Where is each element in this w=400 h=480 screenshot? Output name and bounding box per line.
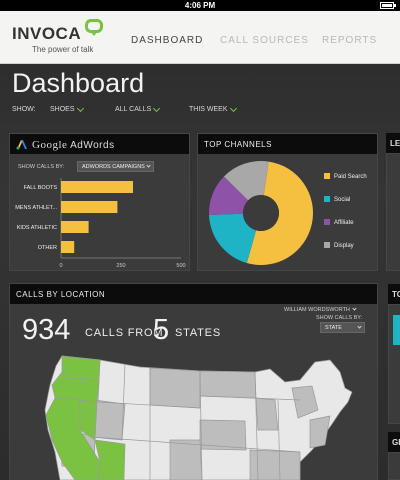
adwords-bar	[61, 181, 133, 193]
adwords-bar-label: OTHER	[38, 245, 57, 251]
side-panel-1-header: LE	[386, 133, 400, 153]
calls-by-location-panel: CALLS BY LOCATION 934 CALLS FROM 5 STATE…	[9, 283, 378, 480]
adwords-bar-label: KIDS ATHLETIC	[17, 225, 57, 231]
adwords-bar-label: FALL BOOTS	[24, 185, 58, 191]
adwords-x-tick: 250	[116, 263, 125, 269]
brand-name: INVOCA	[12, 24, 82, 43]
location-show-by-label: SHOW CALLS BY:	[316, 315, 363, 321]
speech-bubble-icon	[85, 19, 103, 36]
location-show-by-select[interactable]: STATE	[320, 322, 365, 333]
donut-slice	[209, 213, 257, 264]
top-channels-title: TOP CHANNELS	[204, 140, 272, 149]
tab-reports[interactable]: REPORTS	[322, 35, 378, 46]
adwords-x-tick: 0	[59, 263, 62, 269]
legend-label: Affiliate	[334, 220, 354, 226]
legend-item: Paid Search	[324, 173, 367, 180]
filter-show-label: SHOW:	[12, 106, 36, 113]
legend-swatch	[324, 242, 330, 248]
google-adwords-icon	[16, 140, 27, 150]
brand-logo[interactable]: INVOCA The power of talk	[12, 19, 112, 57]
adwords-show-by-value: ADWORDS CAMPAIGNS	[82, 164, 145, 170]
side-panel-1-title: LE	[390, 139, 400, 148]
filter-calls-dropdown[interactable]: ALL CALLS	[115, 104, 161, 113]
adwords-panel: Google AdWords SHOW CALLS BY: ADWORDS CA…	[9, 133, 190, 271]
top-channels-header: TOP CHANNELS	[198, 134, 377, 154]
legend-item: Social	[324, 196, 350, 203]
side-panel-1	[386, 153, 400, 271]
adwords-bar	[61, 201, 118, 213]
legend-item: Display	[324, 242, 354, 249]
side-panel-3	[388, 452, 400, 480]
adwords-bar	[61, 221, 89, 233]
google-wordmark: Google	[32, 139, 68, 151]
legend-item: Affiliate	[324, 219, 354, 226]
page-title: Dashboard	[12, 68, 145, 98]
filter-campaign-dropdown[interactable]: SHOES	[50, 104, 84, 113]
legend-label: Paid Search	[334, 174, 367, 180]
battery-icon	[380, 2, 396, 9]
state-count: 5	[153, 314, 170, 346]
tab-dashboard[interactable]: DASHBOARD	[131, 35, 204, 46]
side-panel-3-title: GE	[392, 438, 400, 447]
chevron-down-icon	[76, 104, 84, 113]
legend-swatch	[324, 219, 330, 225]
donut-slice	[223, 161, 269, 201]
legend-swatch	[324, 196, 330, 202]
filter-period-dropdown[interactable]: THIS WEEK	[189, 104, 237, 113]
calls-by-location-header: CALLS BY LOCATION	[10, 284, 377, 304]
user-name-text: WILLIAM WORDSWORTH	[284, 307, 350, 313]
legend-label: Display	[334, 243, 354, 249]
filter-calls-label: ALL CALLS	[115, 106, 152, 113]
legend-label: Social	[334, 197, 351, 203]
calls-from-text: CALLS FROM	[85, 327, 164, 339]
user-name[interactable]: WILLIAM WORDSWORTH	[284, 306, 358, 313]
donut-hole	[243, 195, 279, 231]
donut-slice	[209, 176, 249, 216]
adwords-bar	[61, 241, 75, 253]
side-panel-2-title: TO	[392, 290, 400, 299]
side-panel-3-header: GE	[388, 432, 400, 452]
top-channels-donut-chart	[209, 161, 313, 265]
adwords-panel-header: Google AdWords	[10, 134, 189, 154]
side-panel-2	[388, 304, 400, 424]
side-panel-2-header: TO	[388, 284, 400, 304]
adwords-title: Google AdWords	[32, 139, 115, 151]
filter-campaign-label: SHOES	[50, 106, 75, 113]
adwords-bar-label: MENS ATHLET...	[15, 205, 57, 211]
adwords-x-tick: 500	[176, 263, 185, 269]
top-nav: INVOCA The power of talk DASHBOARD CALL …	[0, 11, 400, 64]
status-time: 4:06 PM	[184, 1, 216, 10]
chevron-down-icon	[352, 306, 358, 311]
tab-call-sources[interactable]: CALL SOURCES	[220, 35, 309, 46]
chevron-down-icon	[153, 104, 161, 113]
donut-slice	[246, 161, 313, 265]
legend-swatch	[324, 173, 330, 179]
filter-period-label: THIS WEEK	[189, 106, 228, 113]
brand-tagline: The power of talk	[32, 45, 94, 54]
adwords-show-by-select[interactable]: ADWORDS CAMPAIGNS	[77, 161, 154, 172]
chevron-down-icon	[146, 163, 151, 168]
adwords-bar-chart: FALL BOOTS MENS ATHLET... KIDS ATHLETIC OTH…	[15, 178, 186, 269]
chevron-down-icon	[229, 104, 237, 113]
status-bar: 4:06 PM	[0, 0, 400, 11]
adwords-show-by-label: SHOW CALLS BY:	[18, 164, 65, 170]
location-show-by-value: STATE	[325, 325, 342, 331]
adwords-product: AdWords	[70, 140, 115, 151]
calls-by-location-title: CALLS BY LOCATION	[16, 290, 106, 299]
total-calls-count: 934	[22, 314, 71, 346]
chevron-down-icon	[357, 324, 362, 329]
states-text: STATES	[175, 327, 221, 339]
top-channels-panel: TOP CHANNELS Paid Search Social Affiliate D…	[197, 133, 378, 271]
side-panel-2-bar	[393, 315, 400, 345]
